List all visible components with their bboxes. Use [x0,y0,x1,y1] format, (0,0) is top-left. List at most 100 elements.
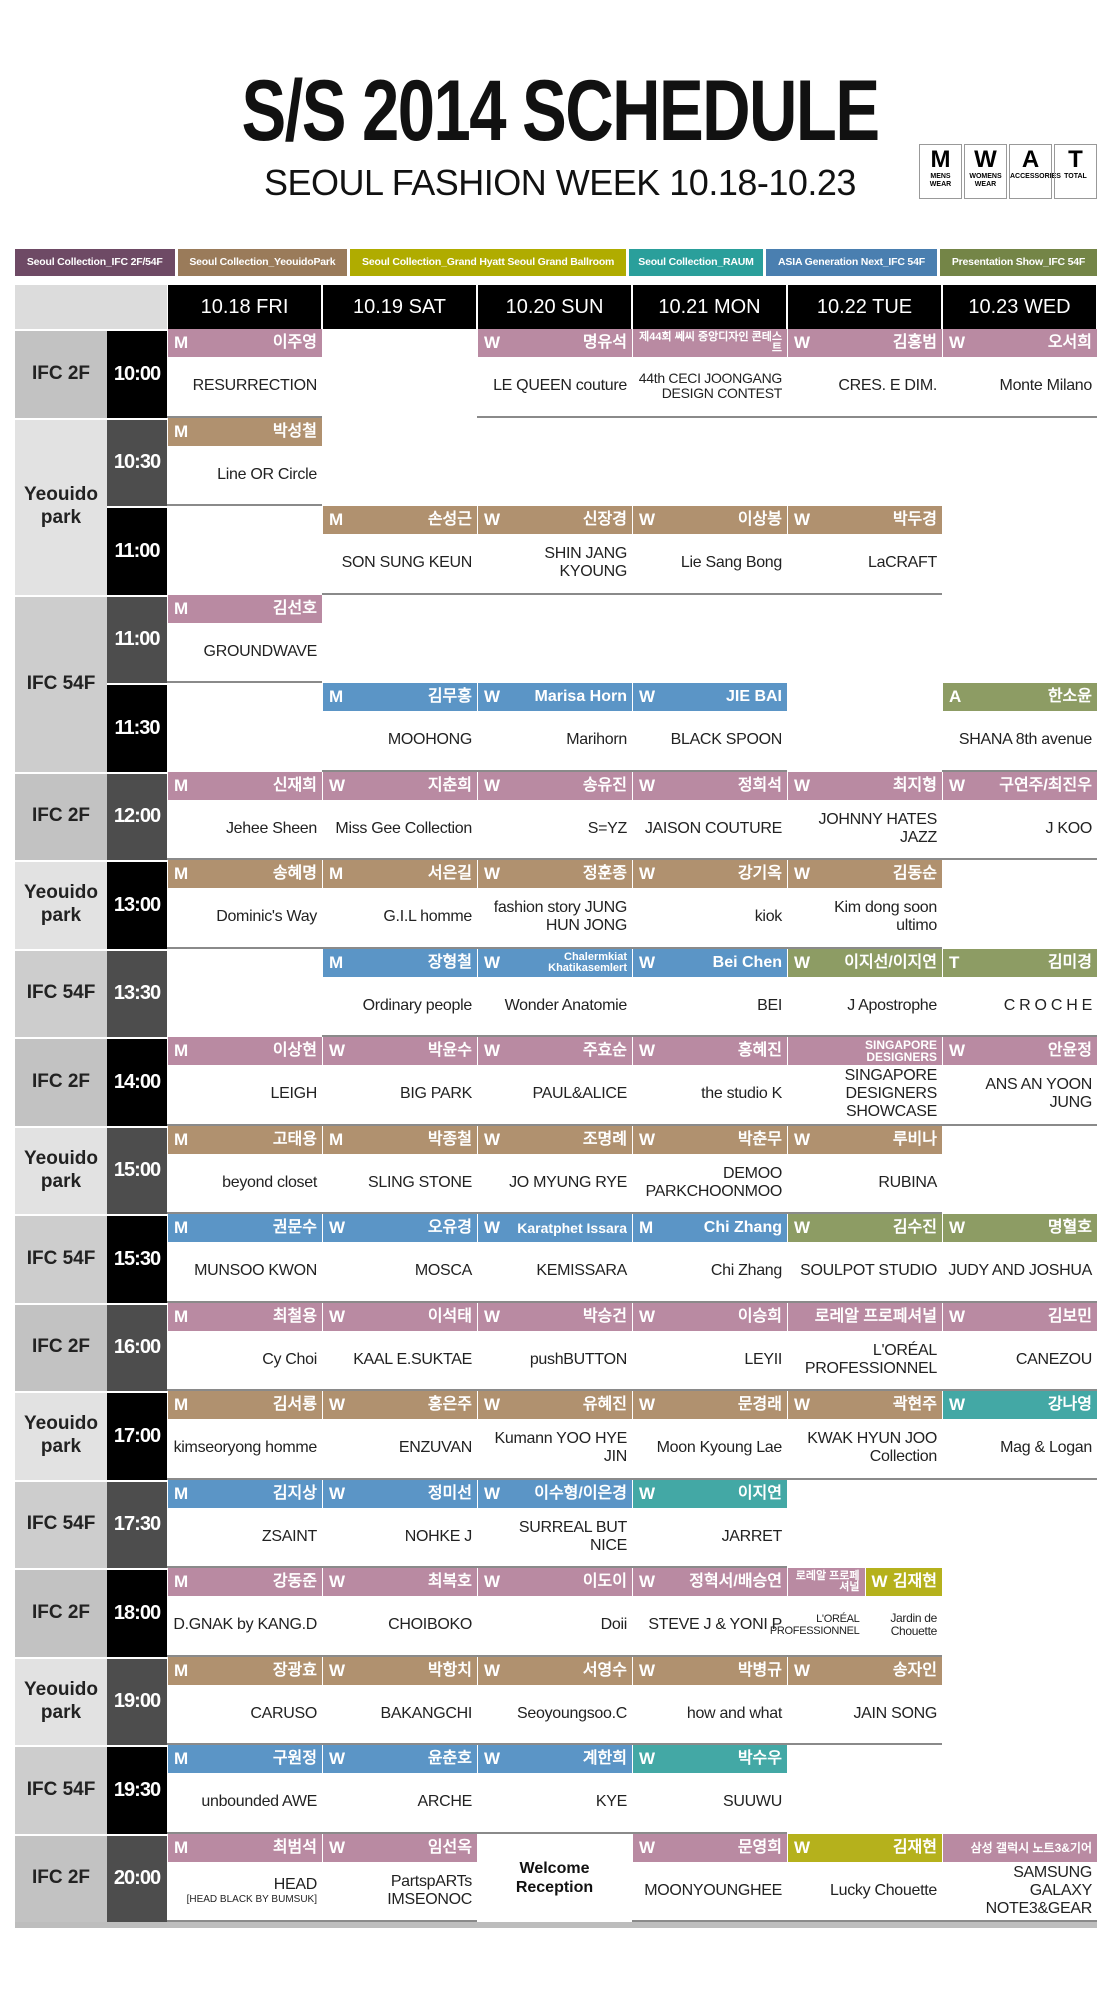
time-cell: 13:00 [107,860,167,949]
brand-wrap: Moon Kyoung Lae [637,1421,783,1476]
wear-tag: W [639,1041,656,1060]
brand-wrap: L'ORÉAL PROFESSIONNEL [770,1598,860,1653]
schedule-cell: W 김재현 Lucky Chouette [787,1833,942,1922]
wear-tag: W [329,1306,346,1326]
cell-header: W 윤춘호 [322,1745,477,1773]
cell-header: W 박두경 [787,506,942,534]
designer-name: 구연주/최진우 [999,776,1092,794]
brand-wrap: SAMSUNG GALAXY NOTE3&GEAR [947,1864,1093,1919]
schedule-cell: 제44회 쎄씨 중앙디자인 콘테스트 44th CECI JOONGANG DES… [632,329,787,418]
schedule-cell: 로레알 프로페셔널 L'ORÉAL PROFESSIONNEL [770,1568,865,1657]
schedule-cell: W 김수진 SOULPOT STUDIO [787,1214,942,1303]
schedule-cell: W 오유경 MOSCA [322,1214,477,1303]
time-cell: 10:30 [107,417,167,506]
brand-name: BIG PARK [400,1085,472,1103]
venue-legend: ASIA Generation Next_IFC 54F [765,249,937,276]
cell-header: W Chalermkiat Khatikasemlert [477,948,632,977]
schedule-cell: M 이상현 LEIGH [167,1037,322,1126]
designer-name: 이상현 [272,1042,317,1059]
venue-cell: Yeouido park [15,1391,107,1480]
cell-header: W 박윤수 [322,1037,477,1065]
schedule-cell: M 최범석 HEAD [HEAD BLACK BY BUMSUK] [167,1833,322,1922]
brand-wrap: GROUNDWAVE [172,625,318,680]
cell-header: W 정훈종 [477,860,632,888]
schedule-cell: W 박윤수 BIG PARK [322,1037,477,1126]
brand-wrap: NOHKE J [327,1510,473,1565]
designer-name: 이승희 [737,1307,782,1325]
designer-name: 김서룡 [272,1396,317,1413]
schedule-cell: W 조명례 JO MYUNG RYE [477,1125,632,1214]
brand-wrap: MUNSOO KWON [172,1244,317,1299]
venue-cell: IFC 54F [15,594,107,772]
designer-name: Chalermkiat Khatikasemlert [548,950,627,974]
brand-wrap: ARCHE [327,1775,472,1830]
day-header: 10.21 MON [633,285,786,329]
schedule-cell: W Chalermkiat Khatikasemlert Wonder Anatom… [477,948,632,1037]
brand-wrap: G.I.L homme [327,890,472,945]
brand-wrap: Kim dong soon ultimo [792,890,937,945]
schedule-cell: 로레알 프로페셔널 L'ORÉAL PROFESSIONNEL [787,1302,942,1391]
wear-tag: W [639,1837,656,1857]
schedule-cell: M 강동준 D.GNAK by KANG.D [167,1568,322,1657]
cell-header: W 송유진 [477,771,632,800]
wear-tag: W [794,510,811,529]
cell-header: W 오유경 [322,1214,477,1242]
venue-cell: IFC 2F [15,1302,107,1391]
designer-name: 최지형 [892,776,937,794]
brand-wrap: Dominic's Way [172,890,317,945]
brand-name: KAAL E.SUKTAE [353,1350,472,1368]
time-cell: 17:00 [107,1391,167,1480]
wear-tag: M [174,775,189,795]
schedule-cell: W 정훈종 fashion story JUNG HUN JONG [477,860,632,949]
cell-header: W 최복호 [322,1568,477,1596]
venue-legend: Seoul Collection_RAUM [628,249,763,276]
time-cell: 11:00 [107,594,167,683]
brand-name: STEVE J & YONI P [648,1616,782,1634]
designer-name: 김동순 [892,865,937,882]
designer-name: 박수우 [737,1750,782,1767]
cell-header: M 박성철 [167,417,322,446]
brand-name: Wonder Anatomie [504,996,628,1014]
designer-name: 김지상 [272,1484,317,1502]
brand-name: CANEZOU [1015,1350,1092,1368]
brand-name: SHIN JANG KYOUNG [544,545,627,581]
schedule-cell: W 홍혜진 the studio K [632,1037,787,1126]
schedule-cell: W 강나영 Mag & Logan [942,1391,1097,1480]
designer-name: 곽현주 [892,1396,937,1413]
venue-cell: IFC 2F [15,329,107,418]
brand-name: ARCHE [417,1793,472,1811]
designer-name: 박성철 [272,422,317,440]
brand-wrap: PartspARTs IMSEONOC [327,1864,472,1919]
cell-header: W 김재현 [864,1568,942,1596]
day-header: 10.20 SUN [478,285,631,329]
schedule-cell: W 신장경 SHIN JANG KYOUNG [477,506,632,595]
brand-wrap: 44th CECI JOONGANG DESIGN CONTEST [637,359,783,414]
brand-name: PAUL&ALICE [532,1085,627,1103]
cell-header: W 홍은주 [322,1391,477,1419]
brand-name: Ordinary people [362,996,473,1014]
designer-name: 정혁서/배승연 [689,1573,782,1590]
cell-header: W 박승건 [477,1302,632,1331]
designer-name: 김무홍 [427,688,472,705]
wear-tag: W [484,687,501,706]
schedule-cell: W 이석태 KAAL E.SUKTAE [322,1302,477,1391]
brand-name: Cy Choi [262,1350,317,1368]
time-cell: 11:30 [107,683,167,772]
wear-tag: W [794,864,811,883]
designer-name: 박춘무 [737,1130,782,1148]
schedule-cell: W 김보민 CANEZOU [942,1302,1097,1391]
brand-wrap: RUBINA [792,1156,937,1211]
cell-header: M 고태용 [167,1125,322,1154]
wear-tag: W [639,1306,656,1326]
brand-wrap: Lucky Chouette [792,1864,937,1919]
brand-wrap: J KOO [947,802,1092,857]
venue-cell: IFC 54F [15,948,107,1037]
header-corner [15,285,167,329]
designer-name: 명유석 [582,334,627,351]
brand-name: C R O C H E [1003,996,1093,1014]
designer-name: 손성근 [427,511,472,528]
wear-tag: W [794,1218,811,1237]
wear-tag: W [484,510,501,529]
wear-icon: A ACCESSORIES [1009,144,1061,199]
